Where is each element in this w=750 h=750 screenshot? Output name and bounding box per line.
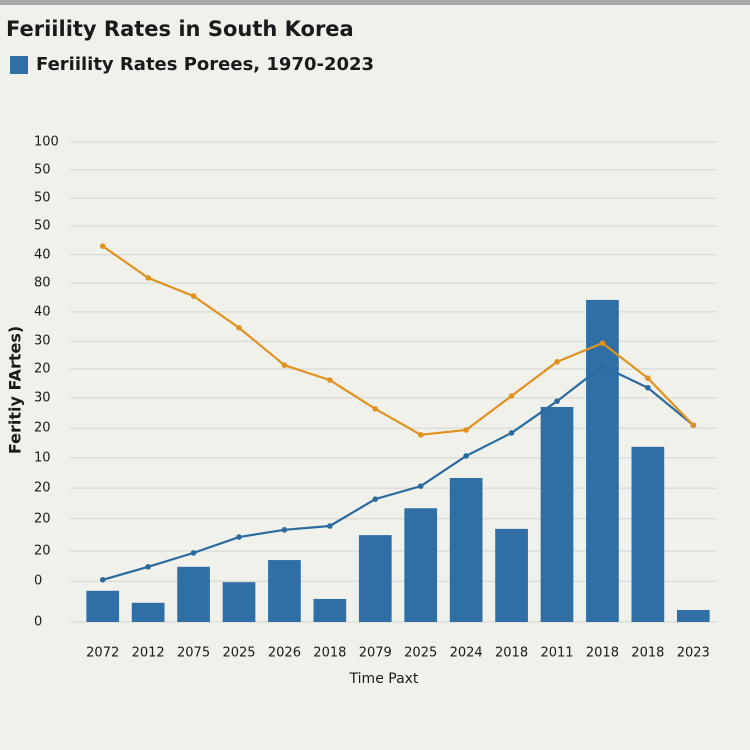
bar xyxy=(676,610,710,622)
line-point xyxy=(554,398,560,405)
x-tick-label: 2025 xyxy=(404,646,437,661)
bar xyxy=(268,560,301,622)
x-tick-label: 2075 xyxy=(177,646,210,661)
y-tick-label: 30 xyxy=(34,334,51,349)
line-point xyxy=(145,275,151,281)
line-point xyxy=(190,550,197,556)
line-point xyxy=(554,359,560,365)
bar xyxy=(586,299,619,622)
y-tick-label: 20 xyxy=(34,362,51,377)
bar xyxy=(131,602,165,622)
y-tick-label: 50 xyxy=(34,162,51,177)
x-tick-label: 2018 xyxy=(631,646,664,661)
line-point xyxy=(281,527,288,533)
line-point xyxy=(599,363,606,369)
x-tick-label: 2079 xyxy=(359,646,392,661)
line-point xyxy=(327,523,333,529)
y-axis-label: Feritiy FArtes) xyxy=(6,326,25,454)
y-tick-label: 20 xyxy=(34,421,51,436)
bar xyxy=(540,406,574,622)
legend-swatch xyxy=(10,56,28,74)
line xyxy=(102,245,695,436)
line-point xyxy=(281,362,288,369)
y-tick-label: 50 xyxy=(34,219,51,234)
bar xyxy=(449,478,483,622)
x-tick-label: 2024 xyxy=(450,646,483,661)
line-point xyxy=(236,534,242,540)
line-point xyxy=(190,293,197,299)
y-tick-label: 80 xyxy=(34,276,51,291)
bar xyxy=(86,590,120,622)
y-tick-label: 20 xyxy=(34,511,51,526)
line-point xyxy=(99,576,106,583)
x-tick-label: 2011 xyxy=(540,646,573,661)
bar xyxy=(222,582,256,622)
line-point xyxy=(417,432,424,438)
line-point xyxy=(599,340,606,346)
line-point xyxy=(508,393,515,399)
bar xyxy=(313,598,347,622)
line-point xyxy=(645,384,651,391)
y-tick-label: 20 xyxy=(34,543,51,558)
line-point xyxy=(372,406,379,412)
x-tick-label: 2018 xyxy=(313,646,346,661)
y-tick-label: 0 xyxy=(34,574,42,589)
line-point xyxy=(463,427,469,433)
bar xyxy=(358,535,392,622)
x-tick-label: 2023 xyxy=(677,646,710,661)
line-point xyxy=(508,430,515,436)
y-tick-label: 30 xyxy=(34,390,51,405)
y-tick-label: 50 xyxy=(34,191,51,206)
y-tick-label: 0 xyxy=(34,615,42,630)
line-point xyxy=(417,483,424,489)
y-tick-label: 40 xyxy=(34,247,51,262)
x-tick-label: 2026 xyxy=(268,646,301,661)
y-tick-label: 10 xyxy=(34,450,51,465)
top-border xyxy=(0,0,750,5)
line-point xyxy=(645,375,651,381)
x-tick-label: 2025 xyxy=(222,646,255,661)
line-point xyxy=(690,422,697,429)
x-tick-label: 2012 xyxy=(132,646,165,661)
y-tick-label: 20 xyxy=(34,481,51,496)
bar xyxy=(177,566,210,622)
line-point xyxy=(372,496,379,502)
line-point xyxy=(463,453,469,459)
legend-label: Feriility Rates Porees, 1970-2023 xyxy=(36,54,374,75)
bar xyxy=(631,446,665,622)
line-point xyxy=(145,564,151,570)
chart-title: Feriility Rates in South Korea xyxy=(6,17,354,41)
line-point xyxy=(99,243,106,249)
bar xyxy=(495,528,528,622)
y-tick-label: 100 xyxy=(34,135,59,150)
x-tick-label: 2018 xyxy=(586,646,619,661)
x-tick-label: 2018 xyxy=(495,646,528,661)
line xyxy=(102,364,694,581)
x-tick-label: 2072 xyxy=(86,646,119,661)
y-tick-label: 40 xyxy=(34,304,51,319)
bar xyxy=(404,508,438,622)
x-axis-label: Time Paxt xyxy=(349,671,419,687)
line-point xyxy=(236,324,242,331)
line-point xyxy=(327,377,333,383)
